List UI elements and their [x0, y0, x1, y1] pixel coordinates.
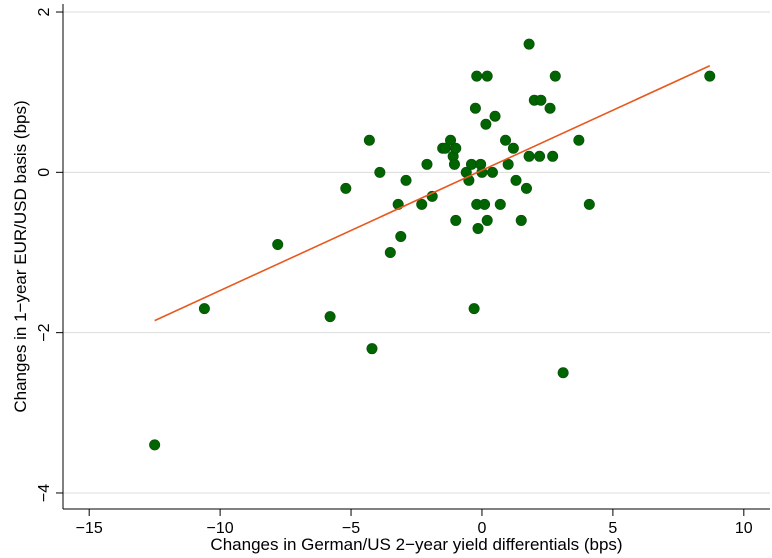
- scatter-point: [469, 102, 481, 114]
- scatter-point: [450, 142, 462, 154]
- x-tick-label: −10: [207, 520, 234, 537]
- x-tick-label: 0: [478, 520, 487, 537]
- scatter-point: [507, 142, 519, 154]
- scatter-point: [465, 158, 477, 170]
- scatter-point: [486, 166, 498, 178]
- scatter-point: [374, 166, 386, 178]
- scatter-point: [549, 70, 561, 82]
- scatter-point: [340, 182, 352, 194]
- scatter-point: [471, 70, 483, 82]
- scatter-point: [272, 238, 284, 250]
- y-tick-label: −4: [36, 484, 53, 502]
- scatter-point: [510, 174, 522, 186]
- scatter-point: [366, 343, 378, 355]
- scatter-points: [149, 38, 716, 451]
- scatter-point: [523, 150, 535, 162]
- y-tick-label: 0: [36, 168, 53, 177]
- scatter-point: [324, 311, 336, 323]
- scatter-point: [535, 94, 547, 106]
- scatter-point: [573, 134, 585, 146]
- scatter-point: [445, 134, 457, 146]
- x-tick-label: 10: [735, 520, 753, 537]
- x-axis-ticks: −15 −10 −5 0 5 10: [76, 509, 753, 537]
- y-tick-label: −2: [36, 323, 53, 341]
- scatter-point: [450, 214, 462, 226]
- scatter-point: [395, 230, 407, 242]
- scatter-point: [416, 198, 428, 210]
- scatter-point: [557, 367, 569, 379]
- y-axis-title: Changes in 1−year EUR/USD basis (bps): [11, 100, 30, 412]
- scatter-point: [421, 158, 433, 170]
- x-axis-title: Changes in German/US 2−year yield differ…: [210, 535, 622, 554]
- scatter-point: [547, 150, 559, 162]
- x-tick-label: −15: [76, 520, 103, 537]
- scatter-point: [489, 110, 501, 122]
- scatter-point: [583, 198, 595, 210]
- scatter-point: [704, 70, 716, 82]
- scatter-point: [468, 303, 480, 315]
- scatter-point: [149, 439, 161, 451]
- fit-line: [154, 64, 711, 322]
- scatter-point: [448, 158, 460, 170]
- scatter-point: [534, 150, 546, 162]
- scatter-point: [480, 118, 492, 130]
- scatter-point: [523, 38, 535, 50]
- y-tick-label: 2: [36, 7, 53, 16]
- scatter-point: [479, 198, 491, 210]
- scatter-point: [494, 198, 506, 210]
- x-tick-label: 5: [608, 520, 617, 537]
- scatter-point: [544, 102, 556, 114]
- fit-line-group: [154, 64, 711, 322]
- gridlines: [63, 11, 770, 494]
- scatter-point: [481, 70, 493, 82]
- scatter-point: [515, 214, 527, 226]
- y-axis-ticks: −4 −2 0 2: [36, 7, 63, 502]
- scatter-point: [198, 303, 210, 315]
- scatter-point: [520, 182, 532, 194]
- scatter-point: [384, 246, 396, 258]
- scatter-point: [363, 134, 375, 146]
- scatter-point: [500, 134, 512, 146]
- x-tick-label: −5: [342, 520, 360, 537]
- scatter-point: [472, 222, 484, 234]
- scatter-point: [400, 174, 412, 186]
- scatter-point: [481, 214, 493, 226]
